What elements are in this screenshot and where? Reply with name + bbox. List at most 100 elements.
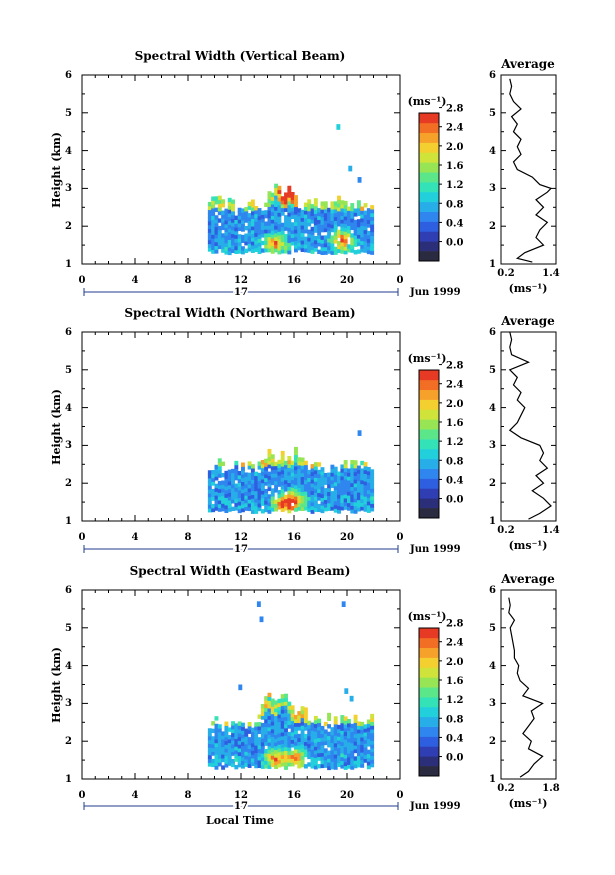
heatmap-cell xyxy=(303,502,308,507)
heatmap-cell xyxy=(313,484,318,490)
heatmap-cell xyxy=(247,243,252,248)
heatmap-cell xyxy=(231,214,235,219)
heatmap-cell xyxy=(270,192,275,198)
heatmap-cell xyxy=(294,221,298,226)
colorbar-swatch xyxy=(419,468,439,479)
heatmap-cell xyxy=(353,714,358,720)
heatmap-cell xyxy=(284,234,288,239)
heatmap-cell xyxy=(330,491,335,496)
heatmap-cell xyxy=(227,469,232,474)
heatmap-cell xyxy=(244,743,249,749)
heatmap-cell xyxy=(317,756,322,761)
heatmap-cell xyxy=(237,725,242,730)
heatmap-cell xyxy=(366,761,371,766)
heatmap-cell xyxy=(353,505,358,510)
heatmap-cell xyxy=(224,748,229,753)
colorbar-swatch xyxy=(419,370,439,381)
heatmap-cell xyxy=(267,715,272,720)
heatmap-cell xyxy=(217,762,222,767)
heatmap-cell xyxy=(310,726,315,731)
heatmap-cell xyxy=(277,759,282,764)
heatmap-cell xyxy=(330,212,335,218)
heatmap-cell xyxy=(217,731,222,737)
heatmap-cell xyxy=(284,460,288,466)
heatmap-cell xyxy=(287,705,292,710)
heatmap-cell xyxy=(274,229,279,234)
heatmap-cell xyxy=(217,492,222,497)
heatmap-cell xyxy=(317,503,322,509)
average-x-tick: 0.2 xyxy=(497,268,514,279)
heatmap-cell xyxy=(317,477,322,482)
heatmap-cell xyxy=(280,747,285,752)
average-y-tick: 5 xyxy=(489,365,496,376)
heatmap-cell xyxy=(290,195,295,201)
heatmap-cell xyxy=(356,238,361,243)
heatmap-cell xyxy=(353,729,358,735)
heatmap-cell xyxy=(327,758,332,763)
heatmap-cell xyxy=(294,446,298,452)
heatmap-cell xyxy=(260,734,265,739)
heatmap-cell xyxy=(214,738,219,744)
heatmap-cell xyxy=(337,482,341,488)
heatmap-cell xyxy=(247,205,252,210)
heatmap-cell xyxy=(231,721,235,726)
heatmap-cell xyxy=(227,243,232,248)
heatmap-cell xyxy=(330,242,335,248)
heatmap-cell xyxy=(347,506,351,511)
heatmap-cell xyxy=(277,698,282,704)
heatmap-cell xyxy=(320,501,325,506)
heatmap-cell xyxy=(323,740,328,746)
heatmap-cell xyxy=(340,241,345,247)
heatmap-cell xyxy=(330,464,335,470)
heatmap-cell xyxy=(310,501,315,507)
heatmap-cell xyxy=(224,736,229,742)
heatmap-cell xyxy=(274,503,279,508)
heatmap-cell xyxy=(323,491,328,497)
heatmap-cell xyxy=(270,751,275,756)
heatmap-cell xyxy=(214,506,219,511)
heatmap-cell xyxy=(231,225,235,231)
heatmap-cell xyxy=(270,200,275,205)
heatmap-cell xyxy=(227,496,232,501)
heatmap-cell xyxy=(300,751,305,756)
heatmap-cell xyxy=(366,466,371,472)
y-tick-label: 3 xyxy=(65,698,72,709)
heatmap-cell xyxy=(234,742,239,747)
heatmap-cell xyxy=(363,747,368,752)
heatmap-cell xyxy=(221,221,226,227)
heatmap-cell xyxy=(327,472,332,477)
heatmap-cell xyxy=(207,474,212,479)
heatmap-cell xyxy=(224,504,229,510)
heatmap-cell xyxy=(224,759,229,764)
heatmap-cell xyxy=(247,201,252,207)
heatmap-cell xyxy=(363,477,368,482)
heatmap-cell xyxy=(330,757,335,762)
heatmap-cell xyxy=(237,215,242,220)
heatmap-cell xyxy=(300,499,305,504)
heatmap-cell xyxy=(360,740,365,746)
heatmap-cell xyxy=(224,493,229,498)
heatmap-cell xyxy=(294,760,298,765)
heatmap-cell xyxy=(340,483,345,488)
heatmap-cell xyxy=(327,238,332,243)
heatmap-cell xyxy=(360,506,365,511)
heatmap-cell xyxy=(313,201,318,207)
heatmap-cell xyxy=(360,498,365,504)
heatmap-cell xyxy=(267,217,272,223)
y-tick-label: 2 xyxy=(65,221,72,232)
heatmap-cell xyxy=(313,481,318,486)
x-tick-label: 8 xyxy=(185,275,192,286)
heatmap-cell xyxy=(310,722,315,727)
heatmap-cell xyxy=(366,238,371,243)
heatmap-cell xyxy=(217,241,222,246)
heatmap-cell xyxy=(353,231,358,236)
average-y-tick: 6 xyxy=(489,327,496,338)
heatmap-cell xyxy=(284,712,288,717)
heatmap-cell xyxy=(333,474,338,479)
heatmap-cell xyxy=(247,740,252,746)
heatmap-cell xyxy=(323,488,328,493)
heatmap-cell xyxy=(353,509,358,514)
heatmap-cell xyxy=(244,736,249,741)
heatmap-cell xyxy=(244,491,249,496)
